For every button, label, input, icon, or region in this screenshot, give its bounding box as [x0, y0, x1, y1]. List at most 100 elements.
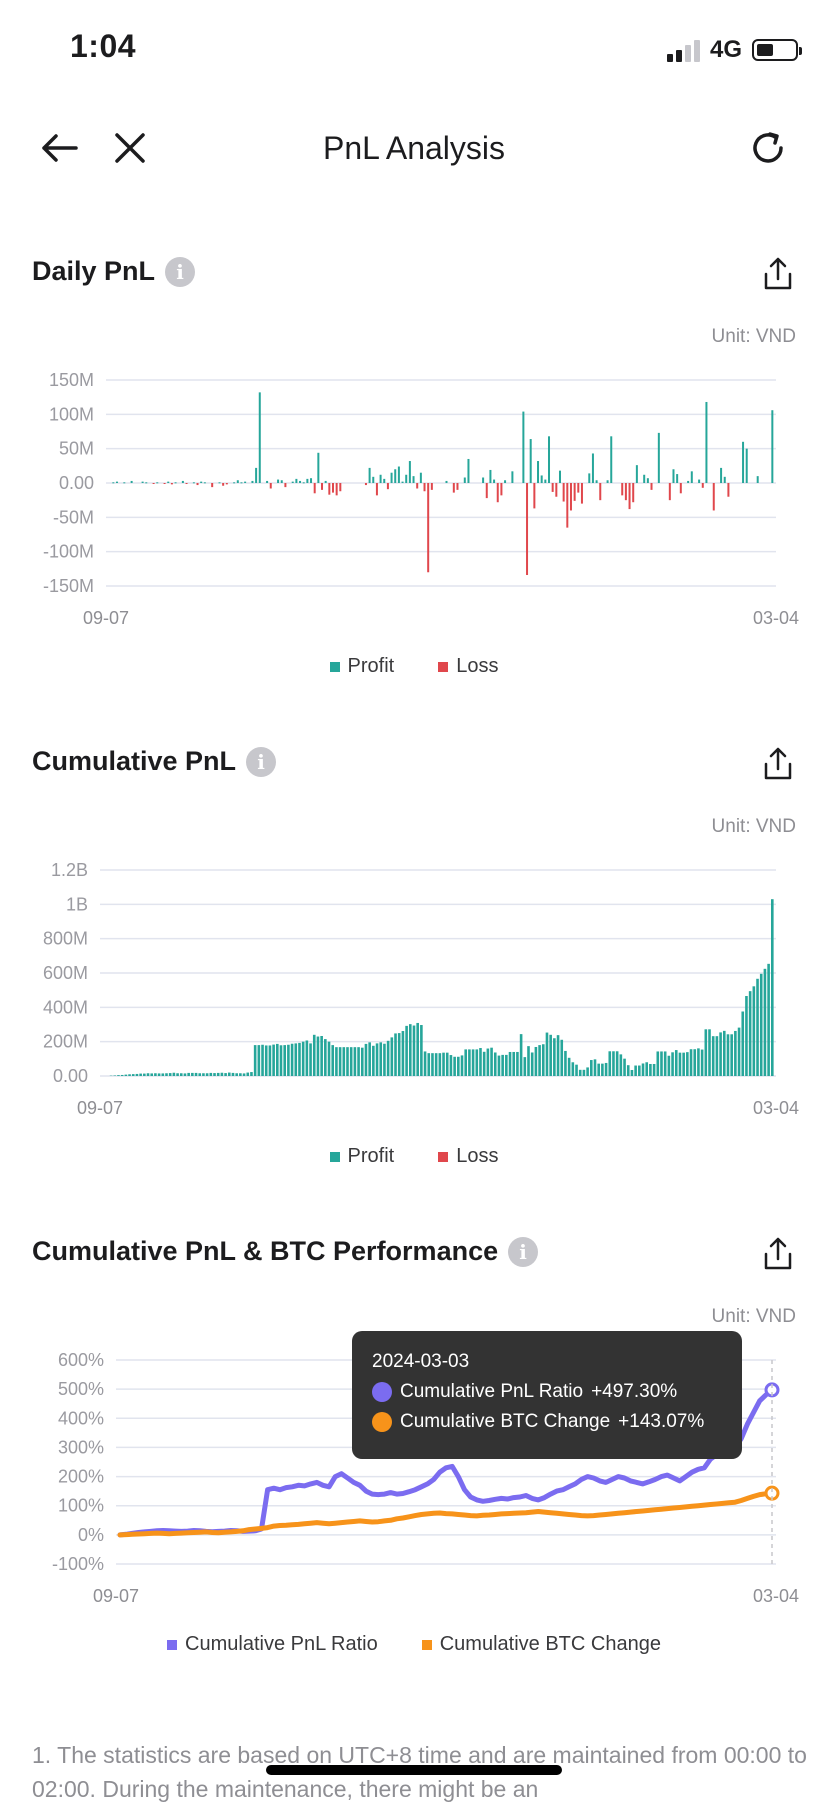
cumulative-bar: [450, 1055, 453, 1076]
cumulative-bar: [165, 1073, 168, 1076]
profit-bar: [112, 482, 114, 483]
share-icon: [762, 256, 794, 292]
profit-bar: [464, 478, 466, 483]
cumulative-bar: [243, 1073, 246, 1076]
cumulative-bar: [656, 1051, 659, 1076]
cumulative-bar: [331, 1045, 334, 1076]
cumulative-bar: [235, 1073, 238, 1076]
cumulative-bar: [520, 1034, 523, 1076]
profit-bar: [489, 470, 491, 483]
cumulative-bar: [413, 1026, 416, 1076]
info-icon[interactable]: i: [165, 257, 195, 287]
loss-bar: [570, 483, 572, 510]
profit-bar: [482, 478, 484, 483]
profit-bar: [175, 482, 177, 483]
tooltip-pnl-label: Cumulative PnL Ratio: [400, 1381, 583, 1403]
cumulative-bar: [457, 1057, 460, 1076]
cumulative-bar: [136, 1074, 139, 1076]
y-tick-label: 150M: [49, 370, 94, 390]
cumulative-bar: [760, 974, 763, 1076]
share-button[interactable]: [758, 254, 798, 294]
share-icon: [762, 746, 794, 782]
cumulative-bar: [682, 1053, 685, 1076]
profit-bar: [182, 481, 184, 483]
cumulative-bar: [549, 1035, 552, 1076]
y-tick-label: 200%: [58, 1467, 104, 1487]
legend-profit[interactable]: Profit: [330, 655, 395, 678]
cumulative-bar: [586, 1067, 589, 1076]
x-tick-label: 09-07: [83, 608, 129, 628]
cumulative-bar: [125, 1075, 128, 1076]
legend-loss[interactable]: Loss: [438, 1145, 498, 1168]
profit-bar: [383, 479, 385, 483]
cumulative-bar: [405, 1026, 408, 1076]
profit-bar: [244, 482, 246, 483]
cumulative-bar: [753, 986, 756, 1076]
btc-change-swatch: [422, 1640, 432, 1650]
cumulative-bar: [224, 1073, 227, 1076]
loss-bar: [577, 483, 579, 493]
loss-bar: [632, 483, 634, 502]
legend-loss[interactable]: Loss: [438, 655, 498, 678]
daily-pnl-legend: Profit Loss: [0, 655, 828, 678]
cumulative-bar: [572, 1062, 575, 1076]
tooltip-btc-label: Cumulative BTC Change: [400, 1411, 610, 1433]
loss-bar: [456, 483, 458, 490]
cumulative-bar: [161, 1073, 164, 1076]
cumulative-bar: [490, 1048, 493, 1076]
cumulative-bar: [439, 1053, 442, 1076]
loss-bar: [153, 483, 155, 484]
cumulative-bar: [730, 1034, 733, 1076]
cumulative-bar: [368, 1042, 371, 1076]
profit-bar: [596, 480, 598, 483]
profit-bar: [467, 459, 469, 483]
profit-bar: [167, 482, 169, 483]
profit-bar: [405, 475, 407, 483]
share-button[interactable]: [758, 744, 798, 784]
pnl-ratio-swatch: [167, 1640, 177, 1650]
profit-bar: [705, 402, 707, 483]
cumulative-bar: [686, 1052, 689, 1076]
cumulative-bar: [531, 1052, 534, 1076]
profit-bar: [317, 453, 319, 483]
loss-swatch: [438, 1152, 448, 1162]
legend-profit[interactable]: Profit: [330, 1145, 395, 1168]
profit-bar: [746, 449, 748, 483]
profit-bar: [493, 480, 495, 483]
profit-bar: [266, 481, 268, 483]
legend-pnl-ratio[interactable]: Cumulative PnL Ratio: [167, 1633, 378, 1656]
refresh-button[interactable]: [740, 120, 796, 176]
cumulative-bar: [472, 1049, 475, 1076]
cumulative-bar: [723, 1031, 726, 1076]
cumulative-bar: [764, 969, 767, 1076]
loss-bar: [226, 483, 228, 484]
cumulative-bar: [671, 1052, 674, 1076]
cumulative-bar: [143, 1074, 146, 1076]
profit-bar: [251, 481, 253, 483]
profit-bar: [504, 480, 506, 483]
cumulative-bar: [287, 1045, 290, 1076]
pnl-btc-title: Cumulative PnL & BTC Performance i: [32, 1236, 538, 1267]
y-tick-label: 400%: [58, 1408, 104, 1428]
info-icon[interactable]: i: [508, 1237, 538, 1267]
loss-bar: [314, 483, 316, 493]
loss-bar: [574, 483, 576, 501]
legend-btc-change[interactable]: Cumulative BTC Change: [422, 1633, 661, 1656]
profit-bar: [757, 476, 759, 483]
cumulative-bar: [546, 1033, 549, 1076]
cumulative-bar: [298, 1043, 301, 1076]
y-tick-label: 100M: [49, 404, 94, 424]
info-icon[interactable]: i: [246, 747, 276, 777]
loss-bar: [336, 483, 338, 495]
x-tick-label: 09-07: [77, 1098, 123, 1118]
profit-bar: [200, 482, 202, 483]
daily-pnl-title: Daily PnL i: [32, 256, 195, 287]
share-button[interactable]: [758, 1234, 798, 1274]
loss-bar: [621, 483, 623, 495]
cumulative-bar: [524, 1057, 527, 1076]
profit-bar: [240, 482, 242, 483]
cumulative-bar: [420, 1025, 423, 1076]
loss-bar: [497, 483, 499, 502]
cumulative-bar: [169, 1073, 172, 1076]
loss-bar: [526, 483, 528, 575]
